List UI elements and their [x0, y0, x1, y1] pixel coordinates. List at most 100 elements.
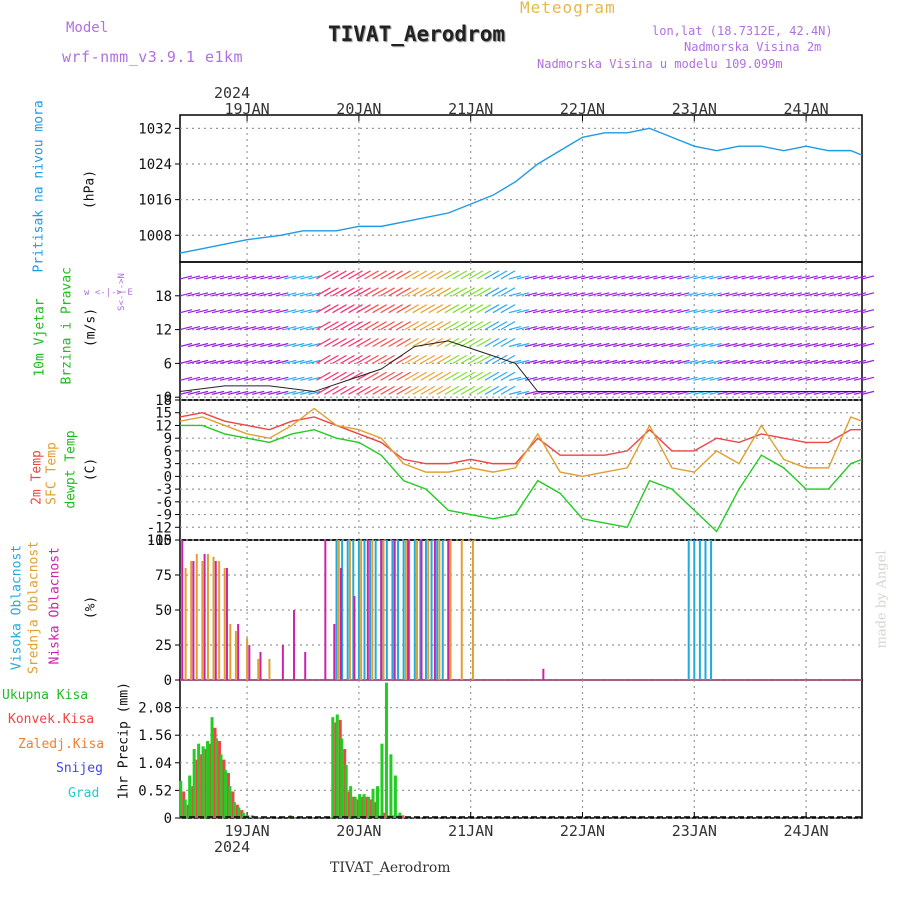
wind-barb	[500, 371, 516, 381]
wind-barb	[773, 376, 786, 381]
wind-barb	[773, 359, 786, 364]
wind-barb	[709, 359, 722, 364]
wind-barb	[396, 354, 411, 364]
day-label-bottom: 20JAN	[336, 822, 381, 840]
wind-barb	[853, 326, 867, 331]
wind-barb	[308, 359, 321, 364]
wind-barb	[564, 292, 578, 297]
wind-barb	[187, 292, 201, 297]
wind-barb	[380, 287, 395, 297]
wind-barb	[613, 359, 626, 364]
wind-barb	[524, 292, 538, 297]
wind-barb	[789, 342, 802, 348]
wind-barb	[661, 292, 674, 297]
wind-barb	[701, 309, 714, 314]
wind-barb	[324, 321, 339, 331]
wind-barb	[195, 292, 209, 297]
wind-barb	[260, 342, 273, 348]
wind-barb	[468, 270, 484, 280]
wind-barb	[677, 376, 690, 381]
wind-barb	[179, 326, 193, 331]
wind-compass-ew: w <-|-> E	[84, 288, 133, 298]
wind-barb	[581, 326, 594, 331]
wind-barb	[308, 326, 321, 331]
wind-barb	[300, 390, 313, 395]
wind-barb	[693, 275, 706, 280]
wind-barb	[573, 275, 586, 280]
model-name: wrf-nmm_v3.9.1 e1km	[62, 48, 244, 66]
wind-barb	[701, 275, 714, 280]
wind-barb	[669, 292, 682, 297]
wind-barb	[460, 385, 476, 395]
wind-barb	[268, 326, 281, 331]
wind-barb	[805, 342, 818, 348]
wind-barb	[244, 309, 257, 314]
precip-total-bar	[380, 743, 384, 818]
wind-barb	[733, 326, 746, 331]
wind-barb	[725, 359, 738, 364]
day-label-top: 24JAN	[784, 100, 829, 118]
wind-barb	[797, 359, 810, 364]
wind-barb	[380, 385, 395, 395]
day-label-bottom: 19JAN	[225, 822, 270, 840]
wind-barb	[340, 371, 355, 381]
wind-barb	[821, 376, 835, 381]
wind-barb	[211, 376, 225, 381]
wind-barb	[436, 321, 452, 331]
wind-barb	[388, 287, 403, 297]
wind-barb	[741, 342, 754, 348]
y-tick-label: 9	[164, 431, 172, 447]
wind-barb	[324, 287, 339, 297]
precip-total-bar	[411, 816, 415, 818]
wind-barb	[436, 337, 452, 348]
wind-barb	[741, 359, 754, 364]
wind-barb	[300, 275, 313, 280]
wind-barb	[773, 275, 786, 280]
wind-barb	[284, 326, 297, 331]
wind-barb	[829, 359, 843, 364]
wind-barb	[845, 326, 859, 331]
wind-barb	[845, 275, 859, 280]
wind-barb	[853, 359, 867, 364]
wind-barb	[348, 337, 363, 348]
wind-barb	[324, 270, 339, 280]
wind-barb	[741, 326, 754, 331]
wind-barb	[211, 309, 225, 314]
wind-barb	[476, 287, 492, 297]
wind-barb	[532, 326, 546, 331]
wind-barb	[765, 292, 778, 297]
wind-barb	[492, 304, 508, 314]
wind-barb	[597, 309, 610, 314]
wind-barb	[324, 385, 339, 395]
wind-barb	[324, 337, 339, 348]
precip-total-bar	[344, 764, 348, 818]
y-tick-label: 25	[155, 638, 172, 654]
y-tick-label: 12	[155, 418, 172, 434]
wind-barb	[701, 326, 714, 331]
precip-total-bar	[219, 754, 223, 818]
year-label-bottom: 2024	[214, 838, 251, 856]
wind-barb	[268, 292, 281, 297]
wind-barb	[420, 321, 436, 331]
wind-barb	[516, 359, 530, 364]
wind-barb	[476, 385, 492, 395]
wind-barb	[195, 326, 209, 331]
legend-hail: Grad	[68, 786, 100, 801]
wind-barb	[797, 342, 810, 348]
wind-barb	[268, 376, 281, 381]
wind-barb	[564, 326, 578, 331]
wind-barb	[428, 354, 444, 364]
y-tick-label: -9	[155, 508, 172, 524]
wind-barb	[179, 376, 193, 381]
wind-barb	[709, 376, 722, 381]
wind-barb	[332, 270, 347, 280]
wind-barb	[516, 275, 530, 280]
wind-barb	[195, 390, 209, 395]
wind-barb	[556, 292, 570, 297]
wind-barb	[468, 354, 484, 364]
wind-barb	[621, 309, 634, 314]
wind-barb	[677, 326, 690, 331]
wind-barb	[637, 359, 650, 364]
